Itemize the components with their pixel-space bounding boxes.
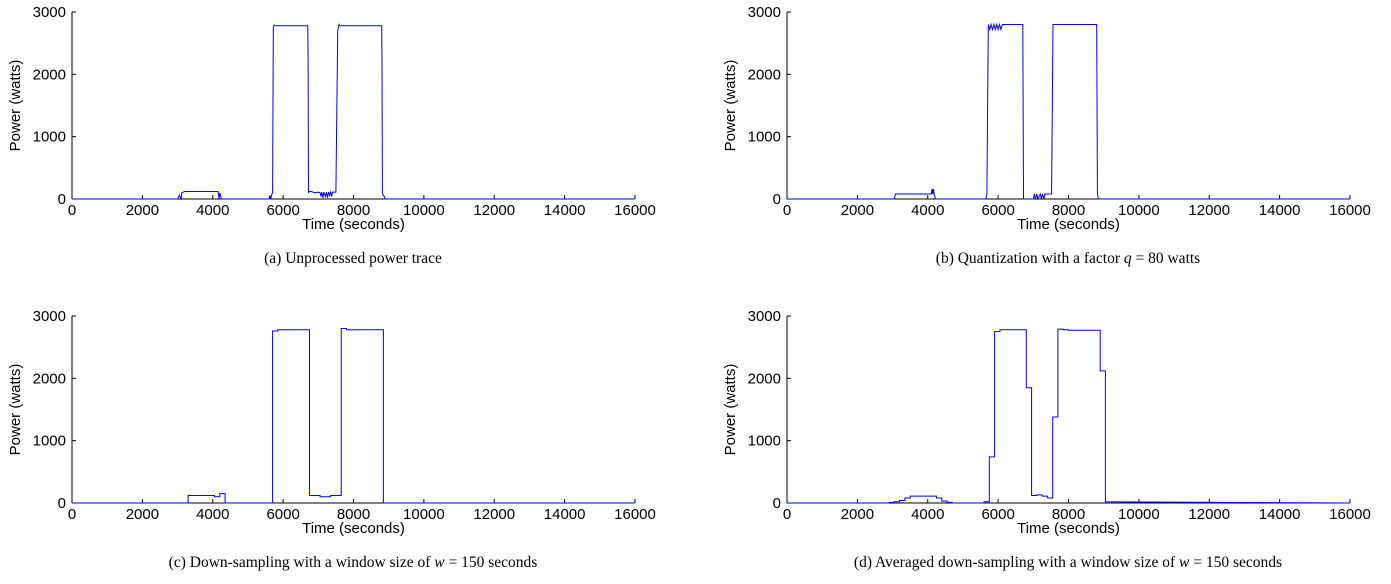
caption-part: = 150 seconds — [445, 554, 538, 571]
chart-panel-3: 0 2000 4000 6000 8000 10000 12000 14000 16000 0 10… — [7, 308, 656, 571]
x-tick-label: 2000 — [841, 506, 874, 523]
x-tick-label: 14000 — [544, 202, 586, 219]
chart-panel-1: 0 2000 4000 6000 8000 10000 12000 14000 16000 0 10… — [7, 4, 656, 267]
chart-panel-4: 0 2000 4000 6000 8000 10000 12000 14000 16000 0 10… — [722, 308, 1371, 571]
caption-part: q — [1124, 250, 1132, 267]
x-tick-label: 14000 — [544, 506, 586, 523]
x-tick-label: 12000 — [1188, 202, 1230, 219]
x-tick-label: 12000 — [473, 506, 515, 523]
caption-part: w — [434, 554, 445, 571]
x-axis-label: Time (seconds) — [1017, 520, 1120, 537]
chart-caption: (a) Unprocessed power trace — [264, 250, 442, 267]
x-tick-label: 4000 — [911, 506, 944, 523]
x-tick-label: 4000 — [196, 506, 229, 523]
x-tick-label: 14000 — [1259, 506, 1301, 523]
x-tick-label: 2000 — [126, 506, 159, 523]
caption-part: = 150 seconds — [1189, 554, 1282, 571]
y-axis-label: Power (watts) — [7, 364, 24, 456]
x-tick-label: 6000 — [266, 202, 299, 219]
x-axis-label: Time (seconds) — [302, 216, 405, 233]
caption-part: w — [1179, 554, 1190, 571]
y-tick-label: 2000 — [748, 370, 781, 387]
x-tick-label: 0 — [783, 202, 791, 219]
x-axis-label: Time (seconds) — [302, 520, 405, 537]
x-tick-label: 2000 — [126, 202, 159, 219]
y-tick-label: 0 — [58, 191, 66, 208]
x-tick-label: 6000 — [981, 202, 1014, 219]
y-tick-label: 3000 — [33, 4, 66, 21]
x-tick-label: 6000 — [981, 506, 1014, 523]
chart-caption: (d) Averaged down-sampling with a window… — [854, 554, 1282, 571]
y-axis-label: Power (watts) — [7, 60, 24, 152]
y-tick-label: 0 — [773, 191, 781, 208]
x-tick-label: 0 — [783, 506, 791, 523]
x-tick-label: 0 — [68, 506, 76, 523]
x-tick-label: 8000 — [1052, 506, 1085, 523]
chart-caption: (b) Quantization with a factor q = 80 wa… — [936, 250, 1200, 267]
x-tick-label: 16000 — [1329, 506, 1371, 523]
x-tick-label: 10000 — [403, 202, 445, 219]
y-tick-label: 2000 — [748, 66, 781, 83]
y-axis-label: Power (watts) — [722, 60, 739, 152]
x-tick-label: 8000 — [337, 202, 370, 219]
y-tick-label: 3000 — [33, 308, 66, 325]
x-tick-label: 16000 — [1329, 202, 1371, 219]
x-tick-label: 4000 — [911, 202, 944, 219]
series-line — [72, 328, 635, 504]
y-tick-label: 3000 — [748, 308, 781, 325]
y-tick-label: 2000 — [33, 66, 66, 83]
x-tick-label: 2000 — [841, 202, 874, 219]
x-tick-label: 6000 — [266, 506, 299, 523]
x-tick-label: 8000 — [337, 506, 370, 523]
y-tick-label: 0 — [773, 495, 781, 512]
y-tick-label: 1000 — [33, 433, 66, 450]
series-line — [787, 22, 1350, 201]
x-axis-label: Time (seconds) — [1017, 216, 1120, 233]
x-tick-label: 10000 — [403, 506, 445, 523]
x-tick-label: 0 — [68, 202, 76, 219]
chart-caption: (c) Down-sampling with a window size of … — [169, 554, 538, 571]
x-tick-label: 16000 — [614, 506, 656, 523]
caption-part: = 80 watts — [1132, 250, 1201, 267]
x-tick-label: 10000 — [1118, 506, 1160, 523]
y-tick-label: 1000 — [33, 129, 66, 146]
y-tick-label: 3000 — [748, 4, 781, 21]
x-tick-label: 14000 — [1259, 202, 1301, 219]
y-tick-label: 1000 — [748, 433, 781, 450]
caption-part: (b) Quantization with a factor — [936, 250, 1124, 267]
x-tick-label: 12000 — [1188, 506, 1230, 523]
caption-part: (a) Unprocessed power trace — [264, 250, 442, 267]
x-tick-label: 16000 — [614, 202, 656, 219]
y-axis-label: Power (watts) — [722, 364, 739, 456]
y-tick-label: 0 — [58, 495, 66, 512]
x-tick-label: 12000 — [473, 202, 515, 219]
x-tick-label: 4000 — [196, 202, 229, 219]
series-line — [72, 23, 635, 201]
x-tick-label: 10000 — [1118, 202, 1160, 219]
caption-part: (d) Averaged down-sampling with a window… — [854, 554, 1179, 571]
caption-part: (c) Down-sampling with a window size of — [169, 554, 435, 571]
series-line — [787, 328, 1351, 504]
y-tick-label: 1000 — [748, 129, 781, 146]
y-tick-label: 2000 — [33, 370, 66, 387]
chart-panel-2: 0 2000 4000 6000 8000 10000 12000 14000 16000 0 10… — [722, 4, 1371, 267]
x-tick-label: 8000 — [1052, 202, 1085, 219]
